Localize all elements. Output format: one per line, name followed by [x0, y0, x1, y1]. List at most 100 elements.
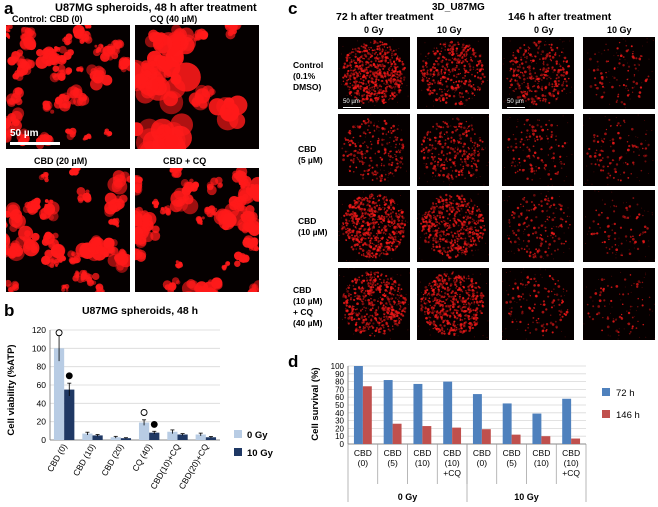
category-label: CBD(10)+CQ [443, 448, 461, 478]
bar [571, 438, 581, 444]
bar [92, 435, 103, 440]
panel-c-row-label-cbd10: CBD (10 µM) [298, 216, 328, 237]
category-label: CBD (20) [99, 442, 125, 478]
spheroid-image [338, 114, 410, 186]
legend-swatch [234, 448, 242, 456]
spheroid-image [502, 37, 574, 109]
ytick-label: 100 [331, 362, 345, 371]
spheroid-image [338, 190, 410, 262]
significance-marker [140, 409, 148, 416]
bar [149, 432, 160, 440]
bar [532, 413, 542, 444]
spheroid-image [417, 37, 489, 109]
microscopy-image-cbd-cq [135, 168, 259, 292]
bar [452, 427, 462, 444]
panel-c-scale-bar-label: 50 µm [343, 99, 360, 105]
significance-marker [150, 420, 158, 428]
bar [413, 383, 423, 444]
microscopy-image-control [6, 25, 130, 149]
panel-c-group-header-72h: 72 h after treatment [336, 11, 434, 23]
spheroid-image [583, 114, 655, 186]
panel-c-label: c [288, 0, 298, 18]
chart-b-ylabel: Cell viability (%ATP) [6, 344, 17, 435]
bar [120, 438, 132, 440]
significance-marker [65, 372, 73, 380]
category-label: CBD (10) [71, 442, 97, 478]
bar [167, 431, 178, 440]
chart-d-ylabel: Cell survival (%) [310, 367, 321, 440]
panel-c-group-header-146h: 146 h after treatment [508, 11, 612, 23]
bar [110, 437, 121, 440]
panel-c-row-label-cbd5: CBD (5 µM) [298, 144, 323, 165]
panel-d-label: d [288, 352, 299, 371]
ytick-label: 80 [335, 378, 344, 387]
bar [481, 429, 491, 444]
bar [511, 434, 521, 444]
category-label: CBD (5) [384, 448, 402, 468]
category-label: CBD (5) [503, 448, 521, 468]
ytick-label: 60 [335, 393, 344, 402]
bar [383, 380, 393, 444]
category-label: CBD(10)+CQ [562, 448, 580, 478]
spheroid-image [417, 268, 489, 340]
spheroid-image [583, 268, 655, 340]
category-label: CQ (40) [130, 442, 154, 473]
bar [422, 426, 432, 444]
bar [392, 423, 402, 444]
spheroid-image [502, 268, 574, 340]
fluorescence-pattern [6, 25, 130, 149]
bar [138, 422, 150, 440]
ytick-label: 0 [41, 435, 46, 445]
spheroid-image [502, 190, 574, 262]
ytick-label: 20 [335, 424, 344, 433]
ytick-label: 70 [335, 385, 344, 394]
ytick-label: 80 [37, 362, 47, 372]
panel-c-scale-bar-146h [507, 107, 525, 108]
bar [195, 434, 206, 440]
legend-swatch [234, 430, 242, 438]
bar [53, 348, 65, 440]
category-label: CBD (0) [354, 448, 372, 468]
category-label: CBD (0) [45, 442, 69, 474]
spheroid-image [502, 114, 574, 186]
panel-c-scale-bar-label-146h: 50 µm [507, 99, 524, 105]
ytick-label: 0 [340, 440, 345, 449]
panel-a-title: U87MG spheroids, 48 h after treatment [55, 2, 257, 14]
legend-label: 146 h [616, 410, 640, 421]
panel-a-scale-bar [10, 142, 60, 145]
ytick-label: 40 [37, 398, 47, 408]
group-label: 0 Gy [398, 492, 418, 502]
ytick-label: 10 [335, 432, 344, 441]
ytick-label: 40 [335, 409, 344, 418]
panel-a-caption-2: CQ (40 µM) [150, 14, 198, 24]
ytick-label: 90 [335, 370, 344, 379]
group-label: 10 Gy [514, 492, 539, 502]
bar [472, 394, 482, 444]
legend-label: 10 Gy [247, 448, 274, 459]
panel-c-dose-0gy-72h: 0 Gy [364, 25, 384, 35]
panel-c-scale-bar [343, 107, 361, 108]
spheroid-image [583, 190, 655, 262]
bar [177, 434, 188, 440]
spheroid-image [417, 190, 489, 262]
legend-swatch [602, 410, 610, 418]
panel-c-dose-10gy-72h: 10 Gy [437, 25, 462, 35]
panel-a-caption-1: Control: CBD (0) [12, 14, 83, 24]
chart-cell-survival: Cell survival (%) 0102030405060708090100… [310, 362, 640, 502]
ytick-label: 100 [32, 343, 46, 353]
ytick-label: 20 [37, 417, 47, 427]
spheroid-image [583, 37, 655, 109]
legend-label: 72 h [616, 388, 635, 399]
panel-c-title: 3D_U87MG [432, 2, 485, 13]
ytick-label: 60 [37, 380, 47, 390]
panel-a-label: a [4, 0, 14, 18]
bar [502, 403, 512, 444]
panel-a-caption-4: CBD + CQ [163, 156, 207, 166]
legend-label: 0 Gy [247, 430, 268, 441]
microscopy-image-cq [135, 25, 259, 149]
microscopy-image-cbd20 [6, 168, 130, 292]
bar [562, 398, 572, 444]
fluorescence-pattern [135, 25, 248, 149]
chart-b-title: U87MG spheroids, 48 h [82, 305, 198, 317]
panel-a-caption-3: CBD (20 µM) [34, 156, 88, 166]
